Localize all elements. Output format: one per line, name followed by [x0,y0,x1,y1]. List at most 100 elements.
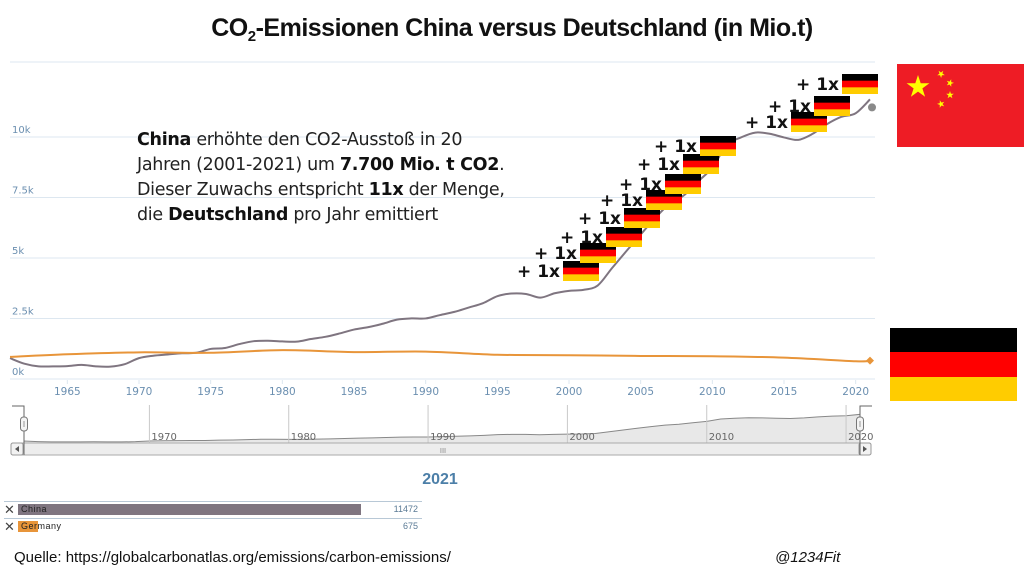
bar-value-china: 11472 [393,504,418,514]
x-tick-label: 1990 [412,386,439,398]
navigator-left-handle[interactable] [12,405,28,455]
increment-label: + 1x [637,155,680,175]
big-star-icon [906,75,930,97]
increment-label: + 1x [560,228,603,248]
title-suffix: -Emissionen China versus Deutschland (in… [255,14,814,42]
mini-flag-red [624,214,660,222]
increment-marker: + 1x [745,112,827,133]
mini-flag-black [814,96,850,104]
increment-marker: + 1x [796,74,878,95]
mini-flag-black [624,208,660,216]
navigator-right-handle[interactable] [856,405,873,455]
increment-flags: + 1x+ 1x+ 1x+ 1x+ 1x+ 1x+ 1x+ 1x+ 1x+ 1x… [517,74,878,282]
scroll-left-arrow-icon [15,446,19,452]
mini-flag-black [700,136,736,144]
mini-flag-red [606,233,642,241]
title-subscript: 2 [247,28,256,45]
germany-flag [890,328,1017,401]
annotation-text-segment: Dieser Zuwachs entspricht [137,180,369,200]
annotation-text-segment: die [137,205,169,225]
annotation-text-segment: Jahren (2001-2021) um [137,155,340,175]
navigator-area [23,413,861,444]
x-axis-ticks: 1965 1970 1975 1980 1985 1990 1995 2000 2005 2010… [54,380,869,398]
page-title: CO2-Emissionen China versus Deutschland … [0,14,1024,45]
x-tick-label: 1995 [484,386,511,398]
increment-label: + 1x [578,209,621,229]
y-tick-label: 10k [12,125,31,136]
china-flag [897,64,1024,147]
handle-line [12,405,25,455]
mini-flag-gold [606,240,642,247]
increment-label: + 1x [796,75,839,95]
increment-label: + 1x [768,97,811,117]
x-tick-label: 2005 [627,386,654,398]
increment-label: + 1x [517,262,560,282]
remove-china-icon[interactable]: ✕ [4,502,15,517]
series-line-germany [9,349,871,363]
x-tick-label: 1980 [269,386,296,398]
x-tick-label: 1985 [341,386,368,398]
china-flag-stars [906,70,954,108]
source-link[interactable]: Quelle: https://globalcarbonatlas.org/em… [14,549,451,566]
increment-marker: + 1x [517,261,599,282]
navigator-tick-label: 2010 [709,432,734,443]
increment-marker: + 1x [560,227,642,248]
small-star-icon [937,70,945,78]
mini-flag-gold [814,109,850,116]
annotation-bold-text: 11x [368,180,404,200]
x-tick-label: 1965 [54,386,81,398]
bar-label-germany: Germany [21,521,62,531]
mini-flag-black [842,74,878,82]
snapshot-bars: ✕ China 11472 ✕ Germany 675 [4,501,422,535]
mini-flag-black [646,190,682,198]
flag-stripe-red [890,352,1017,377]
bar-china [18,504,361,515]
increment-label: + 1x [619,175,662,195]
annotation-text: China erhöhte den CO2-Ausstoß in 20 Jahr… [137,128,505,228]
increment-label: + 1x [745,113,788,133]
navigator-tick-label: 2000 [569,432,594,443]
annotation-bold-text: China [137,130,192,150]
x-tick-label: 2000 [556,386,583,398]
mini-flag-red [646,196,682,204]
author-handle: @1234Fit [775,549,841,566]
mini-flag-black [791,112,827,120]
navigator-tick-label: 1970 [151,432,176,443]
annotation-text-segment: pro Jahr emittiert [288,205,438,225]
mini-flag-red [791,118,827,126]
mini-flag-gold [683,167,719,174]
mini-flag-black [665,174,701,182]
handle-line [859,405,872,455]
annotation-text-segment: erhöhte den CO2-Ausstoß in 20 [191,130,463,150]
annotation-bold-text: 7.700 Mio. t CO2 [339,155,500,175]
x-tick-label: 1970 [126,386,153,398]
increment-marker: + 1x [600,190,682,211]
annotation-line-2: Jahren (2001-2021) um 7.700 Mio. t CO2. [137,153,505,178]
scroll-right-arrow-icon [863,446,867,452]
y-tick-label: 2.5k [12,307,34,318]
small-star-icon [946,79,954,87]
bar-row-germany: ✕ Germany 675 [4,518,422,535]
remove-germany-icon[interactable]: ✕ [4,519,15,534]
small-star-icon [937,100,945,108]
mini-flag-red [842,80,878,88]
mini-flag-gold [563,274,599,281]
increment-marker: + 1x [534,243,616,264]
y-tick-label: 0k [12,367,24,378]
annotation-bold-text: Deutschland [168,205,289,225]
mini-flag-red [683,160,719,168]
germany-endpoint-marker [866,356,874,365]
annotation-line-3: Dieser Zuwachs entspricht 11x der Menge, [137,178,505,203]
x-tick-label: 1975 [197,386,224,398]
mini-flag-gold [624,221,660,228]
mini-flag-red [563,267,599,275]
small-star-icon [946,91,954,99]
increment-marker: + 1x [768,96,850,117]
y-tick-label: 5k [12,246,24,257]
increment-label: + 1x [600,191,643,211]
bar-germany [18,521,39,532]
mini-flag-red [700,142,736,150]
range-navigator[interactable]: 1970 1980 1990 2000 2010 2020 III [10,403,873,457]
mini-flag-red [665,180,701,188]
